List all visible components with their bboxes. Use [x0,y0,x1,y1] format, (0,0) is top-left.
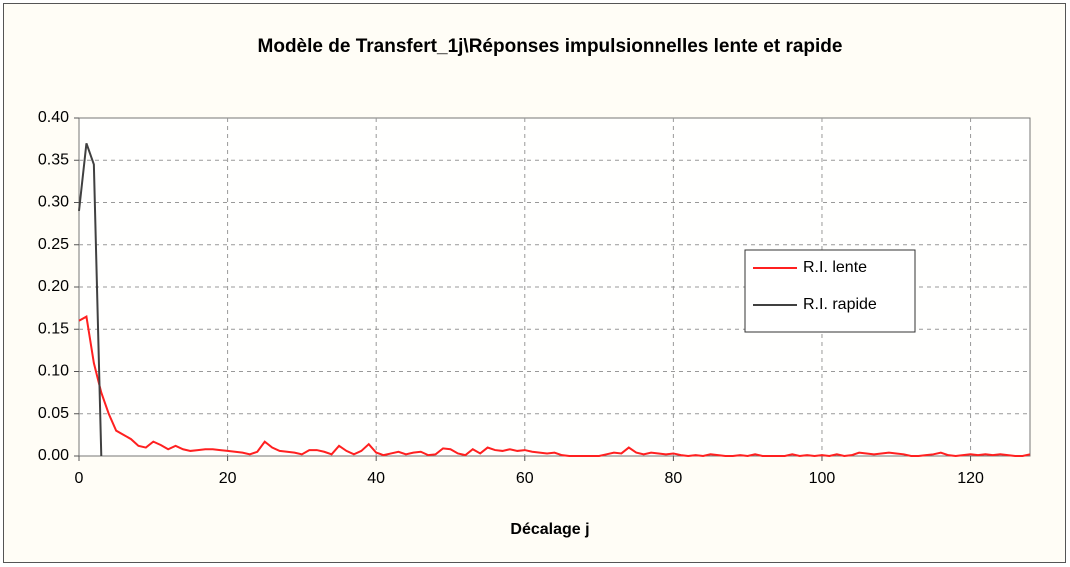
x-tick-label: 0 [75,470,84,487]
chart-title: Modèle de Transfert_1j\Réponses impulsio… [258,36,843,57]
legend-box [744,249,916,333]
y-tick-label: 0.20 [38,278,69,295]
x-tick-label: 100 [809,470,836,487]
y-tick-label: 0.10 [38,363,69,380]
x-tick-label: 60 [516,470,534,487]
y-tick-label: 0.35 [38,151,69,168]
x-tick-label: 120 [957,470,984,487]
series-line [78,143,103,457]
x-tick-label: 20 [219,470,237,487]
y-tick-label: 0.40 [38,109,69,126]
legend-label: R.I. lente [803,259,867,276]
x-tick-label: 80 [664,470,682,487]
x-tick-label: 40 [367,470,385,487]
y-tick-label: 0.15 [38,320,69,337]
y-tick-label: 0.00 [38,447,69,464]
x-axis-title: Décalage j [510,521,589,538]
series-line [78,314,1031,458]
legend-label: R.I. rapide [803,296,877,313]
y-tick-label: 0.05 [38,405,69,422]
y-tick-label: 0.25 [38,236,69,253]
y-tick-label: 0.30 [38,194,69,211]
